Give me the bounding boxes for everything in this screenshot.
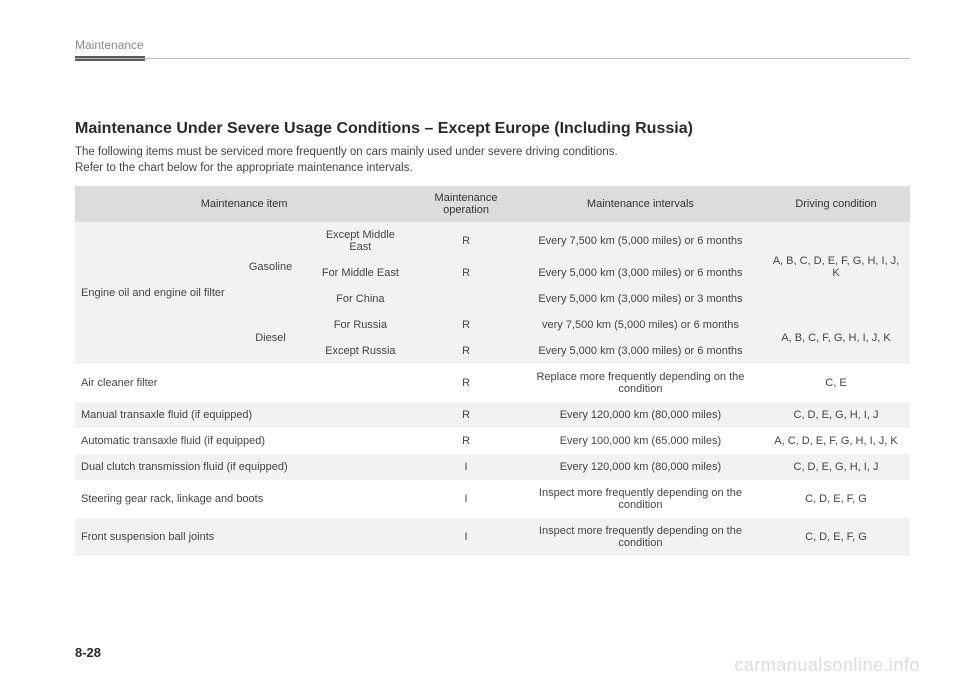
cell-interval: Every 5,000 km (3,000 miles) or 6 months [519, 260, 762, 286]
cell-gasoline: Gasoline [234, 222, 308, 312]
cell-diesel: Diesel [234, 312, 308, 364]
cell-cond: C, E [762, 364, 910, 402]
table-row: Air cleaner filter R Replace more freque… [75, 364, 910, 402]
cell-item: Dual clutch transmission fluid (if equip… [75, 454, 413, 480]
table-row: Front suspension ball joints I Inspect m… [75, 518, 910, 556]
intro-text: The following items must be serviced mor… [75, 144, 910, 176]
cell-cond: C, D, E, G, H, I, J [762, 402, 910, 428]
cell-op: R [413, 402, 519, 428]
cell-cond: C, D, E, G, H, I, J [762, 454, 910, 480]
cell-interval: Every 120,000 km (80,000 miles) [519, 454, 762, 480]
cell-interval: Every 5,000 km (3,000 miles) or 3 months [519, 286, 762, 312]
cell-region: For Middle East [308, 260, 414, 286]
intro-line2: Refer to the chart below for the appropr… [75, 162, 413, 174]
cell-item: Steering gear rack, linkage and boots [75, 480, 413, 518]
cell-item: Manual transaxle fluid (if equipped) [75, 402, 413, 428]
table-row: Manual transaxle fluid (if equipped) R E… [75, 402, 910, 428]
cell-op: R [413, 222, 519, 260]
cell-op: R [413, 428, 519, 454]
watermark: carmanualsonline.info [734, 655, 920, 676]
cell-interval: Every 100,000 km (65,000 miles) [519, 428, 762, 454]
cell-op: R [413, 338, 519, 364]
page-number: 8-28 [75, 645, 101, 660]
page-title: Maintenance Under Severe Usage Condition… [75, 120, 910, 138]
cell-op: I [413, 518, 519, 556]
cell-region: Except Russia [308, 338, 414, 364]
cell-op: I [413, 454, 519, 480]
cell-interval: Inspect more frequently depending on the… [519, 480, 762, 518]
cell-interval: Every 5,000 km (3,000 miles) or 6 months [519, 338, 762, 364]
cell-interval: Inspect more frequently depending on the… [519, 518, 762, 556]
cell-interval: very 7,500 km (5,000 miles) or 6 months [519, 312, 762, 338]
header-line [75, 58, 910, 59]
col-header-item: Maintenance item [75, 186, 413, 222]
cell-op: R [413, 364, 519, 402]
cell-cond: A, C, D, E, F, G, H, I, J, K [762, 428, 910, 454]
cell-region: For Russia [308, 312, 414, 338]
table-row: Automatic transaxle fluid (if equipped) … [75, 428, 910, 454]
cell-item: Air cleaner filter [75, 364, 413, 402]
cell-cond: A, B, C, F, G, H, I, J, K [762, 312, 910, 364]
cell-op [413, 286, 519, 312]
col-header-intervals: Maintenance intervals [519, 186, 762, 222]
maintenance-table: Maintenance item Maintenance operation M… [75, 186, 910, 556]
table-row: Dual clutch transmission fluid (if equip… [75, 454, 910, 480]
cell-cond: A, B, C, D, E, F, G, H, I, J, K [762, 222, 910, 312]
cell-item: Automatic transaxle fluid (if equipped) [75, 428, 413, 454]
cell-engine-item: Engine oil and engine oil filter [75, 222, 234, 364]
cell-interval: Replace more frequently depending on the… [519, 364, 762, 402]
cell-region: For China [308, 286, 414, 312]
table-row: Engine oil and engine oil filter Gasolin… [75, 222, 910, 260]
cell-region: Except Middle East [308, 222, 414, 260]
col-header-operation: Maintenance operation [413, 186, 519, 222]
cell-interval: Every 7,500 km (5,000 miles) or 6 months [519, 222, 762, 260]
table-row: Steering gear rack, linkage and boots I … [75, 480, 910, 518]
cell-cond: C, D, E, F, G [762, 480, 910, 518]
cell-cond: C, D, E, F, G [762, 518, 910, 556]
cell-op: I [413, 480, 519, 518]
table-header-row: Maintenance item Maintenance operation M… [75, 186, 910, 222]
cell-op: R [413, 260, 519, 286]
intro-line1: The following items must be serviced mor… [75, 146, 618, 158]
cell-item: Front suspension ball joints [75, 518, 413, 556]
page-content: Maintenance Under Severe Usage Condition… [75, 120, 910, 556]
col-header-condition: Driving condition [762, 186, 910, 222]
cell-op: R [413, 312, 519, 338]
section-header: Maintenance [75, 38, 144, 52]
cell-interval: Every 120,000 km (80,000 miles) [519, 402, 762, 428]
